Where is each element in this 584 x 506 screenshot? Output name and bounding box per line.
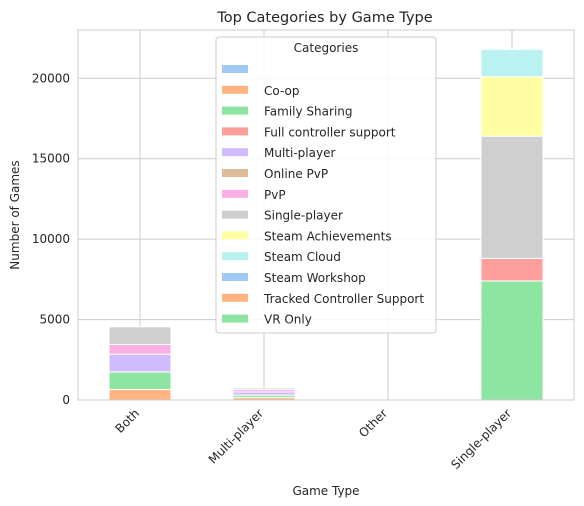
plot-area-frame (77, 29, 575, 401)
x-tick-label: Multi-player (206, 406, 266, 466)
y-axis-label: Number of Games (8, 160, 22, 269)
bar-segment (108, 353, 172, 373)
legend-swatch (222, 210, 248, 219)
legend-swatch (222, 252, 248, 261)
y-tick-label: 15000 (32, 152, 70, 166)
legend-swatch (222, 85, 248, 94)
legend-title: Categories (294, 41, 359, 55)
legend-label: Steam Achievements (264, 229, 392, 243)
legend-swatch (222, 106, 248, 115)
legend-label: Online PvP (264, 167, 328, 181)
legend-label: Tracked Controller Support (263, 292, 424, 306)
bar-segment (480, 257, 544, 282)
legend-label: VR Only (264, 313, 312, 327)
y-tick-label: 10000 (32, 232, 70, 246)
bar-segment (108, 326, 172, 346)
legend-swatch (222, 169, 248, 177)
x-tick-label: Other (356, 406, 390, 440)
legend-label: Co-op (264, 84, 299, 98)
legend-label: Family Sharing (264, 105, 353, 119)
bar-segment (108, 389, 172, 401)
x-tick-label: Both (113, 406, 143, 436)
legend-label: Multi-player (264, 146, 335, 160)
legend-box (215, 36, 437, 334)
bar-segment (480, 280, 544, 401)
chart-title: Top Categories by Game Type (216, 10, 432, 26)
legend-swatch (222, 65, 248, 73)
legend-swatch (222, 127, 248, 136)
x-tick-label: Single-player (448, 406, 514, 472)
bar-segment (480, 48, 544, 78)
legend-label: PvP (264, 188, 286, 202)
bar-segment (108, 371, 172, 391)
legend-swatch (222, 189, 248, 198)
legend-swatch (222, 231, 248, 240)
legend-swatch (222, 148, 248, 157)
legend-label: Steam Cloud (264, 250, 341, 264)
legend-swatch (222, 293, 248, 302)
y-tick-label: 5000 (39, 313, 70, 327)
legend-label: Steam Workshop (264, 271, 366, 285)
legend-label: Single-player (264, 209, 343, 223)
bar-segment (232, 387, 296, 391)
bar-segment (480, 76, 544, 137)
legend-swatch (222, 273, 248, 281)
legend-swatch (222, 314, 248, 323)
legend-label: Full controller support (264, 125, 396, 139)
legend: Categories Co-op Family Sharing Full contr… (215, 36, 437, 334)
legend-items: Co-op Family Sharing Full controller suppo… (222, 65, 424, 327)
x-axis-label: Game Type (292, 484, 359, 498)
y-tick-label: 20000 (32, 71, 70, 85)
bar-segment (108, 344, 172, 355)
bar-segment (480, 135, 544, 259)
y-tick-label: 0 (62, 393, 70, 407)
